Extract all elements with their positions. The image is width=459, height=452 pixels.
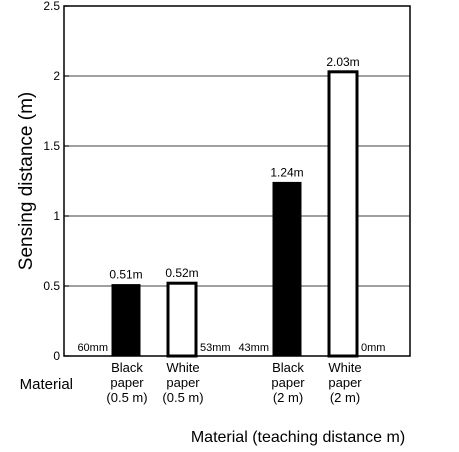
y-tick-label: 0 — [53, 349, 60, 363]
category-label: (0.5 m) — [162, 390, 203, 405]
bar — [272, 181, 302, 357]
y-tick-label: 1 — [53, 209, 60, 223]
y-tick-label: 2.5 — [43, 0, 60, 13]
y-tick-label: 2 — [53, 69, 60, 83]
offset-label: 0mm — [361, 342, 385, 354]
y-axis-label: Sensing distance (m) — [16, 92, 37, 270]
plot-frame — [63, 5, 411, 357]
category-label: paper — [328, 375, 362, 390]
category-label: (0.5 m) — [106, 390, 147, 405]
category-label: (2 m) — [330, 390, 360, 405]
bar — [327, 70, 359, 358]
category-label: paper — [110, 375, 144, 390]
material-side-label: Material — [20, 376, 73, 393]
category-label: White — [166, 360, 199, 375]
bars — [111, 70, 359, 358]
category-label: paper — [166, 375, 200, 390]
category-label: White — [328, 360, 361, 375]
category-label: (2 m) — [273, 390, 303, 405]
bar-value-label: 1.24m — [270, 165, 303, 179]
category-label: Black — [111, 360, 143, 375]
y-tick-label: 1.5 — [43, 139, 60, 153]
bar-value-label: 0.52m — [165, 266, 198, 280]
category-label: Black — [272, 360, 304, 375]
bar — [111, 284, 141, 357]
x-axis-label: Material (teaching distance m) — [191, 429, 405, 446]
bar-value-label: 0.51m — [109, 268, 142, 282]
category-label: paper — [271, 375, 305, 390]
offset-label: 43mm — [238, 342, 269, 354]
offset-label: 53mm — [200, 342, 231, 354]
offset-label: 60mm — [77, 342, 108, 354]
bar-value-label: 2.03m — [326, 55, 359, 69]
y-tick-label: 0.5 — [43, 279, 60, 293]
bar — [166, 281, 198, 358]
